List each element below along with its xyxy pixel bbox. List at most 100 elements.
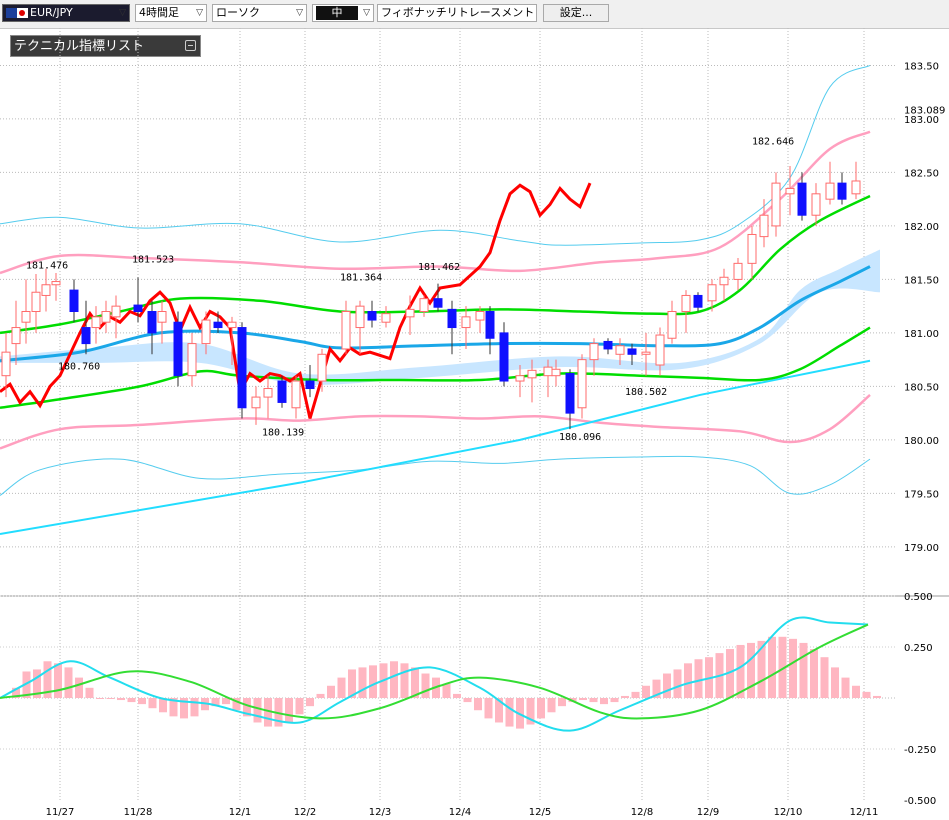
candle-body bbox=[837, 182, 847, 200]
macd-histogram-bar bbox=[421, 673, 430, 698]
candle-body bbox=[51, 281, 61, 286]
x-tick-label: 11/28 bbox=[124, 807, 153, 818]
candle-body bbox=[147, 311, 157, 334]
price-label: 180.139 bbox=[262, 428, 304, 439]
y-tick-label: 182.50 bbox=[904, 168, 939, 179]
macd-line bbox=[0, 616, 869, 732]
macd-histogram-bar bbox=[54, 663, 62, 698]
macd-histogram-bar bbox=[159, 698, 167, 713]
macd-histogram-bar bbox=[621, 695, 629, 698]
y-tick-label: 182.00 bbox=[904, 222, 939, 233]
candle-body bbox=[81, 327, 91, 345]
macd-histogram-bar bbox=[694, 659, 703, 698]
candle-body bbox=[157, 311, 167, 323]
candle-body bbox=[111, 305, 121, 318]
upper-green bbox=[0, 194, 871, 335]
candle-body bbox=[733, 262, 743, 280]
candle-body bbox=[667, 311, 677, 339]
macd-histogram-bar bbox=[180, 698, 188, 719]
macd-histogram-bar bbox=[610, 698, 619, 703]
y-tick-label: 179.00 bbox=[904, 543, 939, 554]
macd-histogram-bar bbox=[589, 698, 598, 703]
candle-body bbox=[133, 304, 143, 313]
macd-histogram-bar bbox=[358, 667, 367, 698]
candle-body bbox=[419, 298, 429, 312]
macd-histogram-bar bbox=[558, 698, 566, 707]
macd-histogram-bar bbox=[505, 698, 514, 727]
period-label: 4時間足 bbox=[139, 6, 179, 19]
candle-body bbox=[11, 327, 21, 345]
macd-histogram-bar bbox=[316, 693, 325, 698]
candle-body bbox=[31, 291, 41, 313]
macd-histogram-bar bbox=[442, 683, 451, 698]
x-tick-label: 12/2 bbox=[294, 807, 316, 818]
macd-histogram-bar bbox=[526, 698, 535, 725]
signal-line bbox=[0, 623, 869, 720]
drawing-tool-field[interactable]: フィボナッチリトレースメント182.646181.672 (38.2%)181.… bbox=[377, 4, 537, 22]
upper-band-1 bbox=[0, 130, 871, 275]
macd-histogram-bar bbox=[852, 685, 860, 698]
macd-histogram-bar bbox=[190, 698, 199, 717]
line-width-select[interactable]: 中 ▽ bbox=[312, 4, 374, 22]
mid-ma bbox=[0, 265, 871, 363]
period-select[interactable]: 4時間足 ▽ bbox=[135, 4, 207, 22]
ichimoku-cloud bbox=[0, 249, 880, 385]
candle-body bbox=[237, 327, 247, 409]
settings-button[interactable]: 設定... bbox=[543, 4, 609, 22]
candle-body bbox=[719, 276, 729, 286]
macd-histogram-bar bbox=[736, 644, 745, 698]
price-label: 181.364 bbox=[340, 272, 382, 283]
candle-body bbox=[433, 298, 443, 308]
candle-body bbox=[355, 305, 365, 329]
macd-histogram-bar bbox=[579, 698, 587, 701]
macd-histogram-bar bbox=[117, 698, 125, 701]
macd-histogram-bar bbox=[390, 661, 398, 698]
x-tick-label: 12/4 bbox=[449, 807, 471, 818]
macd-histogram-bar bbox=[684, 663, 692, 698]
candle-body bbox=[21, 311, 31, 323]
candle-body bbox=[1, 351, 11, 377]
macd-histogram-bar bbox=[789, 638, 797, 698]
candle-body bbox=[707, 284, 717, 302]
candle-body bbox=[41, 284, 51, 296]
candle-body bbox=[543, 366, 553, 377]
candle-body bbox=[615, 345, 625, 355]
x-tick-label: 12/5 bbox=[529, 807, 551, 818]
macd-histogram-bar bbox=[400, 663, 409, 698]
price-label: 181.462 bbox=[418, 262, 460, 273]
upper-band-2 bbox=[0, 64, 871, 246]
macd-histogram-bar bbox=[253, 698, 262, 723]
candle-body bbox=[627, 348, 637, 355]
indicator-list-panel[interactable]: テクニカル指標リスト bbox=[10, 35, 201, 57]
chart-type-select[interactable]: ローソク ▽ bbox=[212, 4, 307, 22]
y-tick-label: 180.00 bbox=[904, 436, 939, 447]
candle-body bbox=[515, 375, 525, 382]
y-tick-label: 181.00 bbox=[904, 329, 939, 340]
candle-body bbox=[461, 316, 471, 329]
y-tick-label: 183.50 bbox=[904, 61, 939, 72]
price-label: 181.476 bbox=[26, 261, 68, 272]
macd-histogram-bar bbox=[211, 698, 220, 707]
macd-histogram-bar bbox=[862, 691, 871, 698]
price-label: 181.523 bbox=[132, 254, 174, 265]
chart-type-label: ローソク bbox=[216, 6, 260, 19]
symbol-select[interactable]: EUR/JPY ▽ bbox=[2, 4, 130, 22]
macd-histogram-bar bbox=[747, 642, 755, 698]
candle-body bbox=[277, 380, 287, 403]
macd-histogram-bar bbox=[222, 698, 230, 705]
candle-body bbox=[447, 308, 457, 329]
grid bbox=[0, 28, 949, 800]
macd-histogram-bar bbox=[463, 698, 472, 703]
macd-histogram-bar bbox=[873, 695, 881, 698]
macd-histogram-bar bbox=[75, 677, 83, 698]
y-tick-label: 181.50 bbox=[904, 275, 939, 286]
macd-tick-label: 0.250 bbox=[904, 643, 933, 654]
minimize-icon[interactable] bbox=[185, 40, 196, 51]
candle-body bbox=[565, 373, 575, 414]
indicator-overlays bbox=[0, 64, 880, 536]
x-tick-label: 12/11 bbox=[850, 807, 879, 818]
candle-body bbox=[173, 321, 183, 377]
candle-body bbox=[263, 388, 273, 398]
price-label: 180.502 bbox=[625, 387, 667, 398]
